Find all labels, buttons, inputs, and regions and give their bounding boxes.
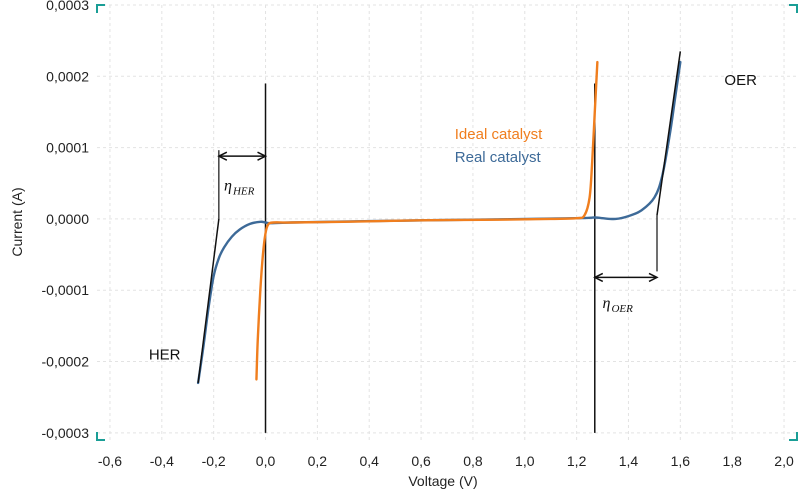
y-tick-label: 0,0003 bbox=[46, 0, 89, 13]
x-axis-title: Voltage (V) bbox=[408, 473, 477, 489]
grid bbox=[97, 4, 797, 440]
x-tick-label: -0,4 bbox=[150, 453, 174, 469]
arrow-head-left bbox=[593, 272, 604, 283]
overpotential-arrows bbox=[217, 150, 659, 283]
x-tick-label: -0,6 bbox=[98, 453, 122, 469]
arrow-head-right bbox=[648, 272, 659, 283]
x-tick-label: 0,0 bbox=[256, 453, 276, 469]
annotation-ideal-catalyst: Ideal catalyst bbox=[455, 126, 543, 143]
y-axis-title: Current (A) bbox=[9, 187, 25, 256]
annotation-her: HER bbox=[149, 346, 181, 363]
plot-corner-markers bbox=[96, 4, 798, 441]
x-tick-label: 1,2 bbox=[567, 453, 587, 469]
overpotential-arrow-oer bbox=[593, 215, 659, 283]
x-tick-label: 1,6 bbox=[671, 453, 691, 469]
y-tick-label: -0,0003 bbox=[42, 425, 90, 441]
overpotential-arrow-her bbox=[217, 150, 268, 219]
x-tick-label: 1,0 bbox=[515, 453, 535, 469]
y-tick-label: 0,0000 bbox=[46, 211, 89, 227]
corner-marker bbox=[96, 4, 105, 13]
corner-marker bbox=[789, 4, 798, 13]
y-axis-ticks: 0,0003 0,0002 0,0001 0,0000 -0,0001 -0,0002 -0… bbox=[42, 0, 90, 441]
corner-marker bbox=[789, 432, 798, 441]
x-tick-label: 1,4 bbox=[619, 453, 639, 469]
reference-lines bbox=[264, 83, 596, 433]
x-tick-label: 0,2 bbox=[308, 453, 328, 469]
tangent-lines bbox=[197, 51, 682, 384]
x-axis-ticks: -0,6 -0,4 -0,2 0,0 0,2 0,4 0,6 0,8 1,0 1,2 1,4 1,6 1… bbox=[98, 453, 794, 469]
eta-subscript: OER bbox=[611, 303, 633, 315]
x-tick-label: 1,8 bbox=[722, 453, 742, 469]
series-group bbox=[196, 60, 682, 385]
tangent-line bbox=[656, 51, 682, 216]
y-tick-label: -0,0001 bbox=[42, 282, 90, 298]
y-tick-label: 0,0001 bbox=[46, 140, 89, 156]
x-tick-label: 0,6 bbox=[411, 453, 431, 469]
eta-subscript: HER bbox=[232, 185, 255, 197]
annotation-oer: OER bbox=[724, 72, 757, 89]
arrow-head-right bbox=[257, 151, 268, 161]
corner-marker bbox=[96, 432, 105, 441]
tangent-line bbox=[197, 218, 220, 384]
y-tick-label: -0,0002 bbox=[42, 354, 90, 370]
x-tick-label: 2,0 bbox=[774, 453, 794, 469]
x-tick-label: -0,2 bbox=[202, 453, 226, 469]
eta-label-her: ηHER bbox=[224, 177, 255, 197]
eta-label-oer: ηOER bbox=[603, 295, 634, 315]
annotation-real-catalyst: Real catalyst bbox=[455, 149, 542, 166]
x-tick-label: 0,4 bbox=[359, 453, 379, 469]
y-tick-label: 0,0002 bbox=[46, 68, 89, 84]
x-tick-label: 0,8 bbox=[463, 453, 483, 469]
ideal-catalyst-line bbox=[255, 60, 599, 381]
